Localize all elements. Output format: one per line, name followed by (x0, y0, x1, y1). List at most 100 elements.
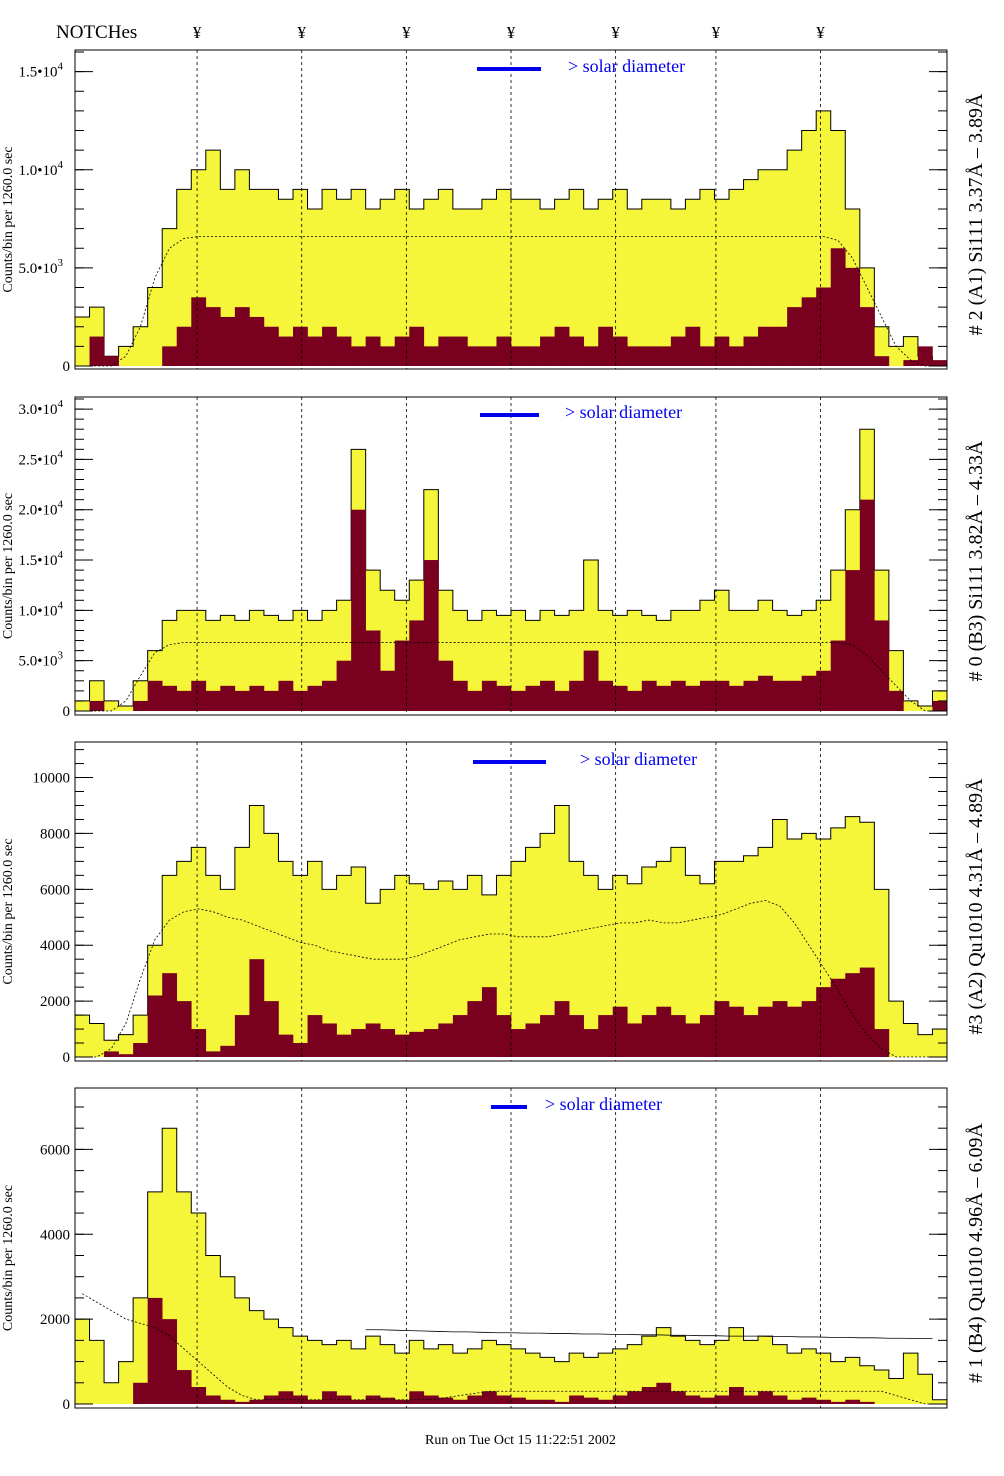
component-bar (714, 1395, 730, 1404)
component-bar (772, 1001, 788, 1057)
component-bar (191, 1387, 207, 1404)
notch-markers: ¥ ¥ ¥ ¥ ¥ ¥ ¥ (193, 23, 825, 42)
component-bar (627, 690, 643, 711)
total-bar (758, 847, 773, 1057)
y-tick-label: 3.0•104 (18, 398, 63, 418)
total-bar (903, 1023, 919, 1057)
component-bar (903, 360, 919, 366)
panel-title: #3 (A2) Qu1010 4.31Å – 4.89Å (965, 778, 987, 1035)
total-bar (554, 1361, 570, 1404)
component-bar (452, 680, 468, 711)
total-bar (787, 1353, 802, 1404)
component-bar (656, 346, 672, 366)
total-bar (569, 1353, 584, 1404)
component-bar (627, 1023, 643, 1057)
component-bar (234, 1401, 250, 1404)
component-bar (365, 1395, 381, 1404)
total-bar (612, 189, 628, 366)
total-bar (336, 1340, 352, 1404)
total-bar (75, 1015, 90, 1057)
total-bar (75, 316, 90, 366)
component-bar (409, 1031, 425, 1057)
component-bar (481, 346, 497, 366)
total-bar (583, 1357, 599, 1404)
component-bar (932, 360, 948, 366)
component-bar (467, 1395, 483, 1404)
component-bar (336, 336, 352, 366)
component-bar (656, 1382, 672, 1404)
component-bar (758, 326, 773, 366)
total-bar (874, 889, 890, 1057)
total-bar (249, 1310, 265, 1404)
component-bar (234, 690, 250, 711)
total-bar (569, 189, 584, 366)
component-bar (845, 570, 861, 711)
component-bar (104, 356, 119, 366)
component-bar (758, 675, 773, 711)
component-bar (496, 336, 512, 366)
total-bar (438, 1344, 454, 1404)
total-bar (75, 700, 90, 711)
component-bar (816, 1399, 832, 1404)
component-bar (758, 1006, 773, 1057)
component-bar (743, 336, 759, 366)
component-bar (249, 1399, 265, 1404)
y-tick-label: 1.5•104 (18, 549, 63, 569)
total-bar (714, 1340, 730, 1404)
component-bar (438, 1397, 454, 1404)
component-bar (729, 1387, 744, 1404)
component-bar (845, 267, 861, 366)
total-bar (365, 903, 381, 1057)
total-bar (438, 189, 454, 366)
total-bar (380, 199, 396, 366)
component-bar (133, 1043, 148, 1057)
total-bar (176, 1191, 192, 1404)
component-bar (685, 685, 701, 711)
notch-marker: ¥ (816, 23, 825, 42)
component-bar (452, 336, 468, 366)
component-bar (322, 1391, 337, 1404)
total-bar (903, 336, 919, 366)
total-bar (467, 620, 483, 711)
component-bar (293, 690, 308, 711)
component-bar (234, 1015, 250, 1057)
total-bar (278, 1327, 294, 1404)
component-bar (467, 346, 483, 366)
total-bar (234, 1297, 250, 1404)
component-bar (569, 1015, 584, 1057)
total-bar (525, 847, 541, 1057)
total-bar (176, 189, 192, 366)
y-tick-label: 0 (63, 704, 71, 720)
total-bar (772, 819, 788, 1057)
total-bar (729, 189, 744, 366)
total-bar (481, 1340, 497, 1404)
component-bar (554, 326, 570, 366)
component-bar (234, 307, 250, 366)
notch-marker: ¥ (193, 23, 202, 42)
component-bar (670, 680, 686, 711)
total-bar (438, 880, 454, 1057)
total-bar (496, 189, 512, 366)
component-bar (191, 297, 207, 366)
total-bar (176, 610, 192, 711)
component-bar (729, 685, 744, 711)
component-bar (249, 685, 265, 711)
component-bar (598, 1015, 614, 1057)
total-bar (336, 199, 352, 366)
total-bar (569, 861, 584, 1057)
component-bar (743, 1015, 759, 1057)
model-curve (82, 642, 940, 712)
total-bar (293, 189, 308, 366)
total-bar (423, 199, 439, 366)
total-bar (598, 199, 614, 366)
total-bar (234, 847, 250, 1057)
total-bar (583, 209, 599, 366)
total-bar (147, 287, 163, 366)
total-bar (336, 875, 352, 1057)
component-bar (205, 1395, 221, 1404)
component-bar (874, 356, 890, 366)
total-bar (191, 847, 207, 1057)
total-bar (380, 889, 396, 1057)
component-bar (670, 1015, 686, 1057)
total-bar (263, 189, 279, 366)
